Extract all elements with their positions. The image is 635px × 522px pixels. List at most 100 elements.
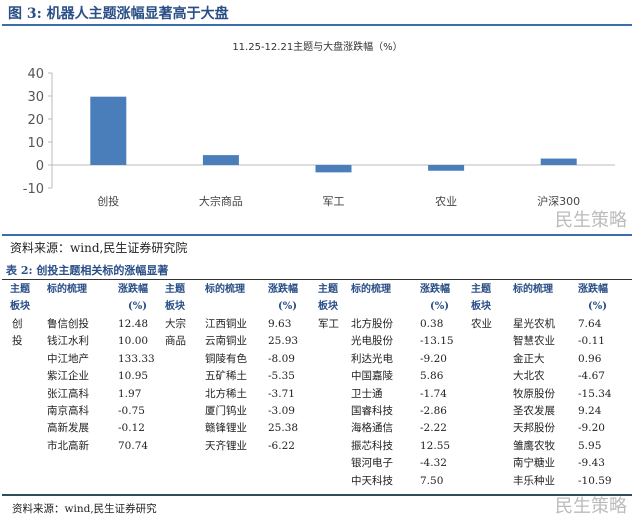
stock-change: 0.38 — [420, 318, 444, 330]
stock-change: 7.50 — [420, 474, 444, 487]
theme-label: 商品 — [165, 335, 186, 348]
header-change-unit: (%) — [588, 301, 607, 312]
stock-change: -0.75 — [118, 405, 145, 417]
header-stock: 标的梳理 — [47, 284, 87, 295]
stock-change: 5.95 — [578, 439, 602, 452]
header-sector: 板块 — [471, 301, 491, 312]
watermark: 民生策略 — [555, 210, 627, 231]
stock-change: 0.96 — [578, 352, 602, 365]
table-title: 表 2: 创投主题相关标的涨幅显著 — [6, 264, 169, 277]
stock-name: 中天科技 — [351, 474, 393, 487]
stock-change: 12.48 — [118, 318, 149, 330]
stock-name: 牧原股份 — [513, 387, 555, 400]
table-bottom-rule — [2, 494, 632, 496]
x-tick-label: 沪深300 — [537, 194, 580, 208]
stock-name: 天邦股份 — [513, 422, 555, 435]
x-tick-label: 大宗商品 — [199, 194, 243, 208]
x-tick-label: 军工 — [323, 195, 345, 208]
header-theme: 主题 — [318, 284, 338, 295]
stock-name: 北方股份 — [351, 318, 393, 330]
table-top-rule — [2, 279, 632, 280]
stock-change: 25.93 — [268, 335, 299, 348]
stock-name: 五矿稀土 — [205, 370, 247, 383]
stock-change: 10.00 — [118, 335, 149, 348]
chart-title: 11.25-12.21主题与大盘涨跌幅（%） — [232, 42, 403, 53]
stock-change: -3.71 — [268, 387, 295, 400]
stock-change: -9.43 — [578, 457, 605, 470]
header-sector: 板块 — [318, 301, 338, 312]
stock-change: 5.86 — [420, 370, 444, 383]
stock-change: -9.20 — [420, 352, 447, 365]
bar-chart: 40 30 20 10 0 -10 创投 大宗商品 军工 农业 沪深300 — [23, 67, 615, 208]
divider — [2, 234, 632, 236]
stock-name: 中江地产 — [47, 352, 89, 365]
stock-change: -4.32 — [420, 457, 447, 470]
stock-change: 12.55 — [420, 439, 451, 452]
stock-change: -5.35 — [268, 370, 295, 383]
header-stock: 标的梳理 — [351, 284, 391, 295]
y-tick-label: 20 — [27, 113, 44, 128]
header-theme: 主题 — [471, 284, 491, 295]
stock-name: 丰乐种业 — [513, 474, 555, 487]
stock-change: -4.67 — [578, 370, 605, 383]
stock-change: 1.97 — [118, 387, 142, 400]
stock-name: 光电股份 — [351, 335, 393, 348]
stock-change: -0.11 — [578, 335, 605, 348]
bar-1 — [90, 96, 127, 165]
bar-5 — [540, 158, 577, 165]
stock-change: 133.33 — [118, 352, 155, 365]
table-source: 资料来源：wind,民生证券研究 — [12, 503, 157, 515]
header-change: 涨跌幅 — [578, 284, 608, 295]
header-theme: 主题 — [10, 284, 30, 295]
header-sector: 板块 — [165, 301, 185, 312]
stock-name: 星光农机 — [513, 318, 555, 330]
stock-name: 钱江水利 — [47, 335, 89, 348]
stock-change: 7.64 — [578, 318, 602, 330]
stock-change: -2.22 — [420, 422, 447, 435]
header-stock: 标的梳理 — [205, 284, 245, 295]
theme-label: 创 — [12, 318, 23, 330]
figure-title: 图 3: 机器人主题涨幅显著高于大盘 — [8, 6, 229, 22]
figure-source: 资料来源：wind,民生证券研究院 — [10, 241, 188, 255]
stock-change: -1.74 — [420, 387, 447, 400]
stock-name: 厦门钨业 — [205, 405, 247, 417]
header-change: 涨跌幅 — [268, 284, 298, 295]
y-tick-label: -10 — [23, 182, 44, 197]
header-change: 涨跌幅 — [420, 284, 450, 295]
stock-change: 9.24 — [578, 405, 602, 417]
stock-change: -8.09 — [268, 352, 295, 365]
stock-name: 张江高科 — [47, 387, 89, 400]
stock-name: 海格通信 — [351, 422, 393, 435]
y-tick-label: 10 — [27, 136, 44, 151]
y-tick-label: 40 — [27, 67, 44, 82]
stock-name: 市北高新 — [47, 439, 89, 452]
stock-name: 云南铜业 — [205, 335, 247, 348]
theme-label: 大宗 — [165, 318, 186, 330]
stock-name: 天齐锂业 — [205, 439, 247, 452]
y-tick-label: 30 — [27, 90, 44, 105]
header-sector: 板块 — [10, 301, 30, 312]
stock-name: 紫江企业 — [47, 370, 89, 383]
stock-change: -2.86 — [420, 405, 447, 417]
bar-2 — [202, 155, 239, 165]
stock-change: 9.63 — [268, 318, 292, 330]
header-theme: 主题 — [165, 284, 185, 295]
stock-name: 金正大 — [513, 352, 545, 365]
stock-change: -10.59 — [578, 474, 612, 487]
stock-name: 银河电子 — [351, 457, 393, 470]
theme-label: 农业 — [471, 318, 492, 330]
stock-change: 10.95 — [118, 370, 149, 383]
stock-name: 江西铜业 — [205, 318, 247, 330]
stock-name: 卫士通 — [351, 387, 383, 400]
header-change-unit: (%) — [128, 301, 147, 312]
header-change: 涨跌幅 — [118, 284, 148, 295]
stock-change: -6.22 — [268, 439, 295, 452]
stock-name: 大北农 — [513, 370, 545, 383]
theme-label: 投 — [12, 335, 23, 348]
stock-change: 70.74 — [118, 439, 149, 452]
stock-name: 高新发展 — [47, 422, 89, 435]
bar-3 — [315, 165, 352, 173]
stock-name: 南宁糖业 — [513, 457, 555, 470]
theme-label: 军工 — [318, 318, 339, 330]
